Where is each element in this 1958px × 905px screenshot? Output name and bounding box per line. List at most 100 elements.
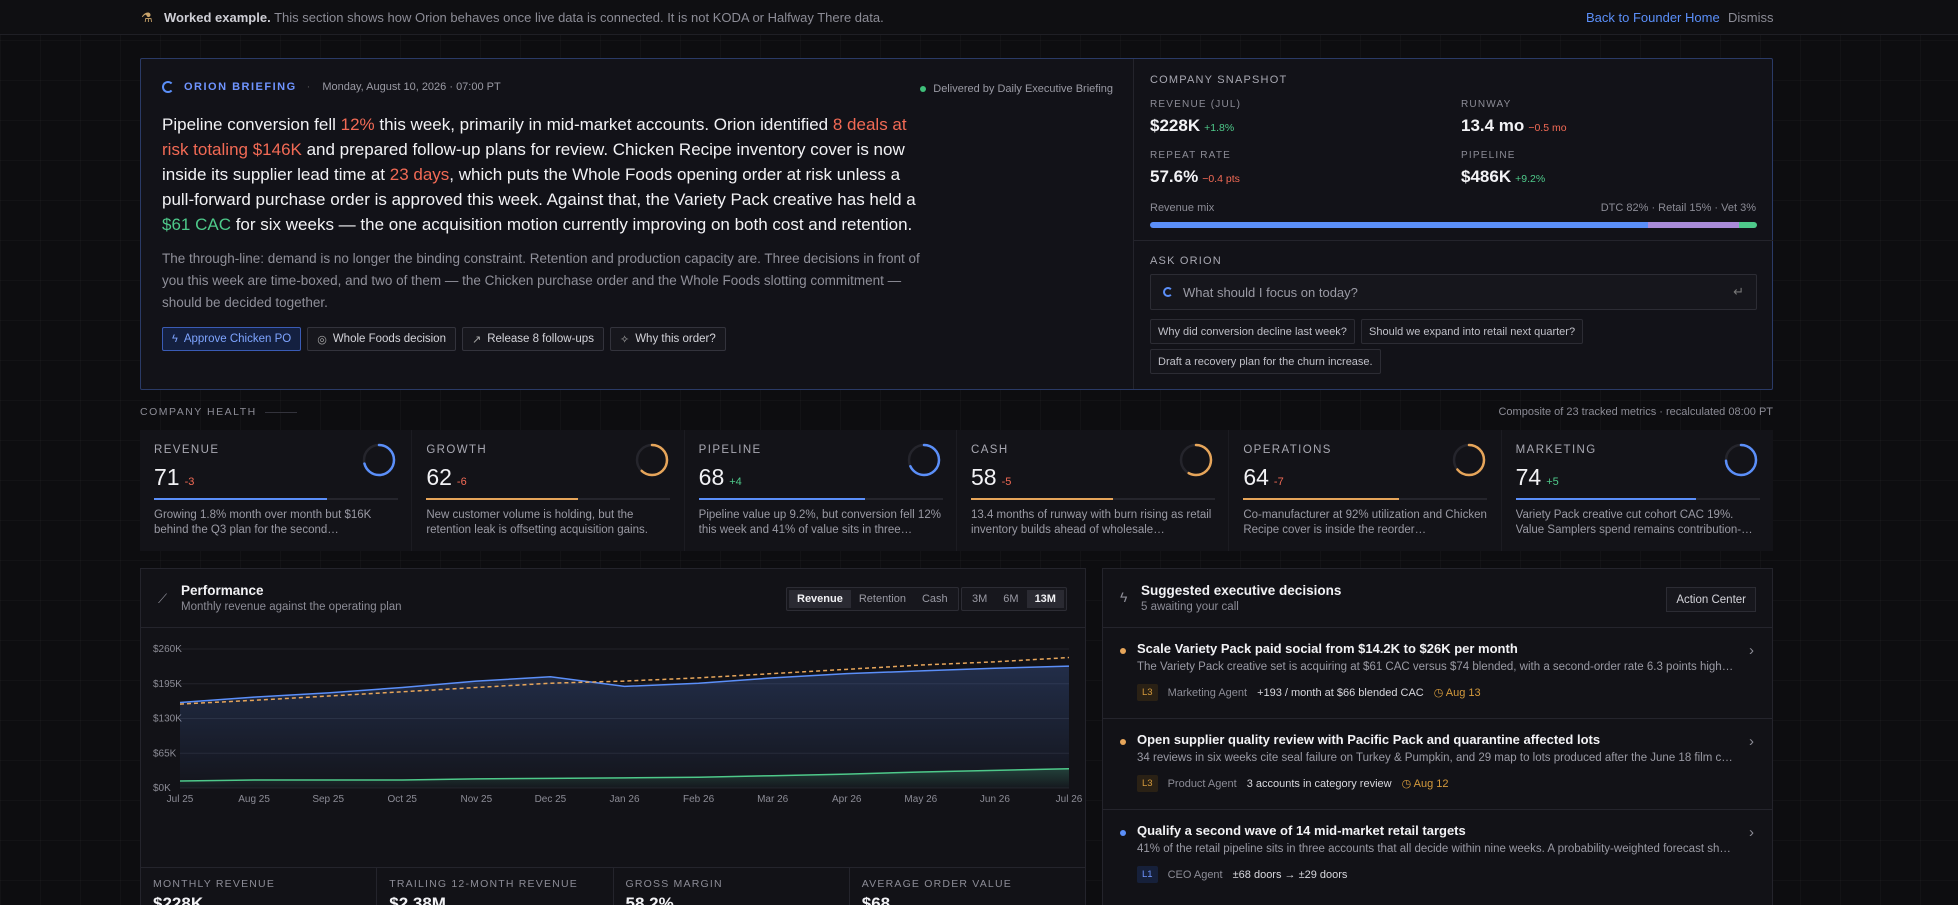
metric-value: $486K +9.2% [1461,167,1741,187]
kpi-value: $2.38M [389,894,446,905]
health-card-name: MARKETING [1515,444,1597,456]
kpi-gross-margin: GROSS MARGIN 58.2% [614,868,850,905]
button-label: Why this order? [635,333,716,345]
metric-number: $228K [1150,116,1201,135]
banner-message: Worked example. This section shows how O… [164,10,884,25]
level-badge: L3 [1137,775,1158,792]
health-card-pipeline[interactable]: PIPELINE 68 +4 Pipeline value up 9.2%, but … [684,430,956,551]
tab-cash[interactable]: Cash [921,593,948,605]
briefing-tag: ORION BRIEFING [184,81,297,93]
headline-text: for six weeks — the one acquisition moti… [230,215,913,234]
metric-value: 57.6% −0.4 pts [1150,167,1430,187]
agent-name: CEO Agent [1167,868,1223,881]
decision-item[interactable]: Open supplier quality review with Pacifi… [1103,718,1772,809]
bolt-icon: ϟ [172,333,178,345]
mix-segment-dtc [1150,222,1648,228]
snapshot-metric-revenue: REVENUE (JUL) $228K +1.8% [1150,99,1430,136]
highlight-conversion: 12% [340,115,375,134]
chevron-right-icon[interactable]: › [1749,733,1754,750]
health-score: 74 +5 [1516,464,1559,491]
action-center-button[interactable]: Action Center [1666,587,1756,612]
line-chart-icon: ⟋ [158,591,168,606]
x-tick-label: Oct 25 [388,794,418,805]
kpi-label: TRAILING 12-MONTH REVENUE [389,878,578,890]
metric-tabs: Revenue Retention Cash [786,587,959,611]
kpi-average-order-value: AVERAGE ORDER VALUE $68 [850,868,1085,905]
dismiss-button[interactable]: Dismiss [1728,10,1774,25]
due-label: Aug 12 [1413,778,1449,790]
suggestion-chip[interactable]: Should we expand into retail next quarte… [1361,319,1584,344]
kpi-label: GROSS MARGIN [625,878,723,890]
decision-detail: The Variety Pack creative set is acquiri… [1137,661,1737,673]
chevron-right-icon[interactable]: › [1749,824,1754,841]
orion-spinner-icon [1163,287,1173,297]
y-tick-label: $195K [153,679,182,690]
health-bar [1243,498,1488,500]
score-value: 62 [426,464,452,490]
metric-label: REVENUE (JUL) [1150,99,1242,110]
back-to-founder-home-link[interactable]: Back to Founder Home [1586,10,1720,25]
company-snapshot-panel: COMPANY SNAPSHOT REVENUE (JUL) $228K +1.8… [1133,59,1773,389]
health-bar [698,498,943,500]
highlight-lead-time: 23 days [389,165,450,184]
decision-meta: L3 Marketing Agent +193 / month at $66 ble… [1137,684,1481,701]
chevron-right-icon[interactable]: › [1749,642,1754,659]
health-card-cash[interactable]: CASH 58 -5 13.4 months of runway with burn … [956,430,1229,551]
x-tick-label: May 26 [904,794,937,805]
score-ring-icon [635,443,668,477]
suggestion-chip[interactable]: Why did conversion decline last week? [1150,319,1355,344]
divider [264,411,297,413]
kpi-value: 58.2% [625,894,674,905]
decisions-subtitle: 5 awaiting your call [1141,601,1239,613]
why-this-order-button[interactable]: ✧ Why this order? [609,327,726,351]
button-label: Release 8 follow-ups [487,333,594,345]
kpi-monthly-revenue: MONTHLY REVENUE $228K [141,868,378,905]
score-ring-icon [1724,443,1758,477]
suggestion-chip[interactable]: Draft a recovery plan for the churn incr… [1150,349,1381,374]
score-delta: +4 [729,476,742,488]
health-card-growth[interactable]: GROWTH 62 -6 New customer volume is holding… [412,430,684,551]
kpi-trailing-revenue: TRAILING 12-MONTH REVENUE $2.38M [377,868,614,905]
score-ring-icon [1452,443,1485,477]
priority-dot-icon [1120,648,1126,654]
headline-text: this week, primarily in mid-market accou… [374,115,833,134]
tab-6m[interactable]: 6M [1003,593,1019,605]
health-description: 13.4 months of runway with burn rising a… [970,509,1212,536]
orion-spinner-icon [162,81,174,93]
tab-3m[interactable]: 3M [972,593,988,605]
x-tick-label: Feb 26 [683,794,715,805]
performance-subtitle: Monthly revenue against the operating pl… [181,601,402,613]
agent-name: Marketing Agent [1167,686,1248,699]
metric-label: REPEAT RATE [1150,150,1231,161]
health-card-operations[interactable]: OPERATIONS 64 -7 Co-manufacturer at 92% uti… [1229,430,1501,551]
kpi-value: $228K [153,894,204,905]
revenue-mix-legend: DTC 82% · Retail 15% · Vet 3% [1600,202,1756,214]
health-card-revenue[interactable]: REVENUE 71 -3 Growing 1.8% month over month… [140,430,412,551]
tab-revenue[interactable]: Revenue [789,590,851,608]
tab-retention[interactable]: Retention [858,593,906,605]
snapshot-metric-runway: RUNWAY 13.4 mo −0.5 mo [1461,99,1741,136]
metric-delta: −0.4 pts [1202,173,1240,185]
health-description: Co-manufacturer at 92% utilization and C… [1243,509,1487,536]
company-health-title: COMPANY HEALTH [140,406,297,418]
decision-item[interactable]: Scale Variety Pack paid social from $14.… [1103,627,1772,718]
whole-foods-decision-button[interactable]: ◎ Whole Foods decision [307,327,456,351]
x-tick-label: Jul 26 [1056,794,1083,805]
enter-icon[interactable]: ↵ [1733,284,1744,299]
y-tick-label: $130K [153,714,182,725]
due-date: ◷ Aug 12 [1402,777,1449,790]
briefing-actions: ϟ Approve Chicken PO ◎ Whole Foods decisio… [162,327,726,351]
tab-13m[interactable]: 13M [1026,590,1064,608]
button-label: Approve Chicken PO [183,333,292,345]
release-follow-ups-button[interactable]: ↗ Release 8 follow-ups [461,327,604,351]
ring-progress [635,443,668,477]
ask-orion-input[interactable]: What should I focus on today? ↵ [1150,274,1757,310]
range-tabs: 3M 6M 13M [961,587,1067,611]
health-card-marketing[interactable]: MARKETING 74 +5 Variety Pack creative cut c… [1501,430,1773,551]
approve-chicken-po-button[interactable]: ϟ Approve Chicken PO [162,327,302,351]
decision-item[interactable]: Qualify a second wave of 14 mid-market r… [1103,809,1772,900]
score-ring-icon [1180,443,1213,477]
metric-delta: −0.5 mo [1528,122,1567,134]
x-tick-label: Apr 26 [832,794,862,805]
health-description: Pipeline value up 9.2%, but conversion f… [698,509,941,536]
